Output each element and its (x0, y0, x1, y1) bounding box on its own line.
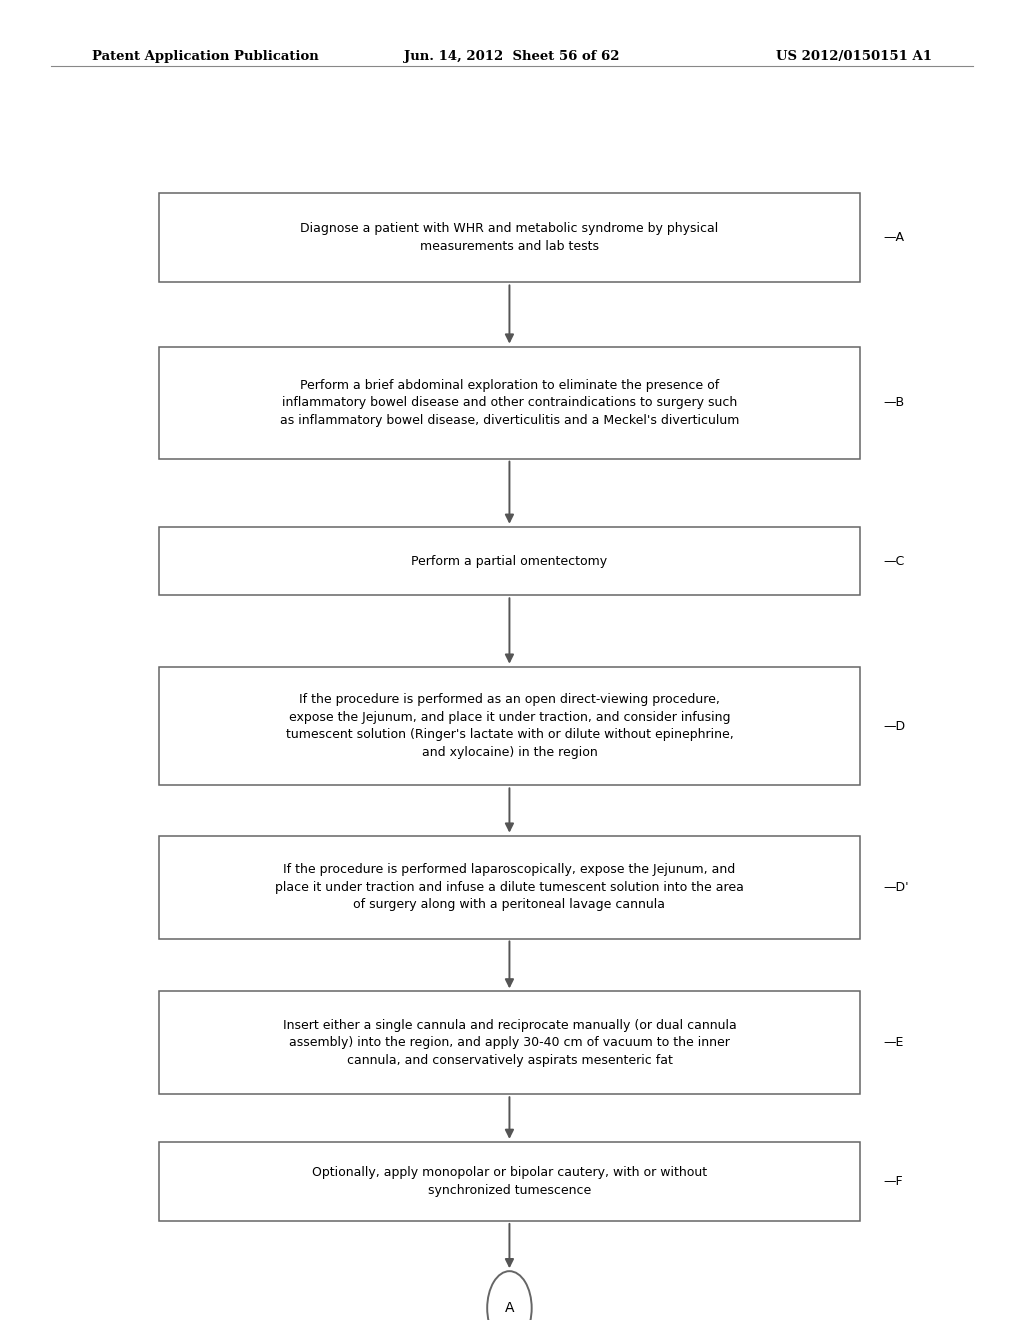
FancyBboxPatch shape (159, 1142, 860, 1221)
FancyBboxPatch shape (159, 667, 860, 785)
FancyBboxPatch shape (159, 347, 860, 459)
FancyBboxPatch shape (159, 193, 860, 282)
FancyBboxPatch shape (159, 836, 860, 939)
Text: Optionally, apply monopolar or bipolar cautery, with or without
synchronized tum: Optionally, apply monopolar or bipolar c… (312, 1166, 707, 1197)
Text: Patent Application Publication: Patent Application Publication (92, 50, 318, 63)
Text: Diagnose a patient with WHR and metabolic syndrome by physical
measurements and : Diagnose a patient with WHR and metaboli… (300, 222, 719, 253)
Text: —E: —E (884, 1036, 904, 1049)
FancyBboxPatch shape (159, 991, 860, 1094)
Text: If the procedure is performed laparoscopically, expose the Jejunum, and
place it: If the procedure is performed laparoscop… (275, 863, 743, 911)
Text: A: A (505, 1302, 514, 1315)
Text: Perform a partial omentectomy: Perform a partial omentectomy (412, 554, 607, 568)
FancyBboxPatch shape (159, 527, 860, 595)
Text: —C: —C (884, 554, 905, 568)
Text: —A: —A (884, 231, 905, 244)
Text: Jun. 14, 2012  Sheet 56 of 62: Jun. 14, 2012 Sheet 56 of 62 (404, 50, 620, 63)
Text: —D: —D (884, 719, 906, 733)
Text: If the procedure is performed as an open direct-viewing procedure,
expose the Je: If the procedure is performed as an open… (286, 693, 733, 759)
Text: Perform a brief abdominal exploration to eliminate the presence of
inflammatory : Perform a brief abdominal exploration to… (280, 379, 739, 426)
Text: US 2012/0150151 A1: US 2012/0150151 A1 (776, 50, 932, 63)
Text: —D': —D' (884, 880, 909, 894)
Text: Insert either a single cannula and reciprocate manually (or dual cannula
assembl: Insert either a single cannula and recip… (283, 1019, 736, 1067)
Text: —F: —F (884, 1175, 903, 1188)
Text: —B: —B (884, 396, 905, 409)
